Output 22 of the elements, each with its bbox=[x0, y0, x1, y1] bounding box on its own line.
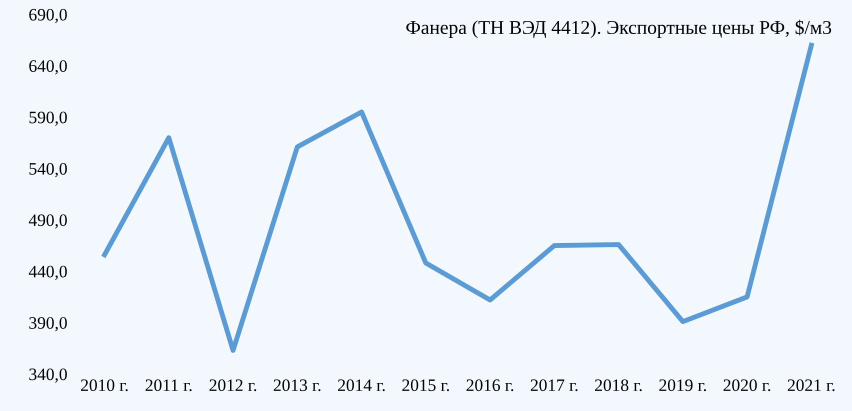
y-tick-label: 390,0 bbox=[29, 317, 67, 332]
x-tick-label: 2020 г. bbox=[724, 379, 770, 392]
x-tick-label: 2019 г. bbox=[659, 379, 706, 392]
x-tick-label: 2013 г. bbox=[274, 379, 320, 392]
line-series bbox=[102, 42, 814, 353]
y-tick-label: 340,0 bbox=[29, 368, 67, 383]
x-tick-label: 2014 г. bbox=[338, 379, 385, 392]
y-tick-label: 690,0 bbox=[29, 8, 67, 24]
chart-title: Фанера (ТН ВЭД 4412). Экспортные цены РФ, $/м3 bbox=[406, 20, 832, 38]
x-tick-label: 2018 г. bbox=[595, 379, 642, 392]
x-tick-label: 2010 г. bbox=[81, 379, 128, 392]
y-tick-label: 440,0 bbox=[28, 266, 67, 280]
x-tick-label: 2016 г. bbox=[466, 379, 514, 392]
y-tick-label: 640,0 bbox=[29, 60, 67, 74]
y-tick-label: 490,0 bbox=[28, 214, 67, 229]
x-tick-label: 2017 г. bbox=[530, 379, 578, 392]
x-tick-label: 2012 г. bbox=[210, 379, 256, 392]
y-tick-label: 540,0 bbox=[30, 162, 67, 178]
x-tick-label: 2021 г. bbox=[788, 379, 834, 392]
y-tick-label: 590,0 bbox=[30, 112, 67, 126]
x-tick-label: 2011 г. bbox=[146, 379, 192, 392]
x-tick-label: 2015 г. bbox=[402, 379, 449, 392]
